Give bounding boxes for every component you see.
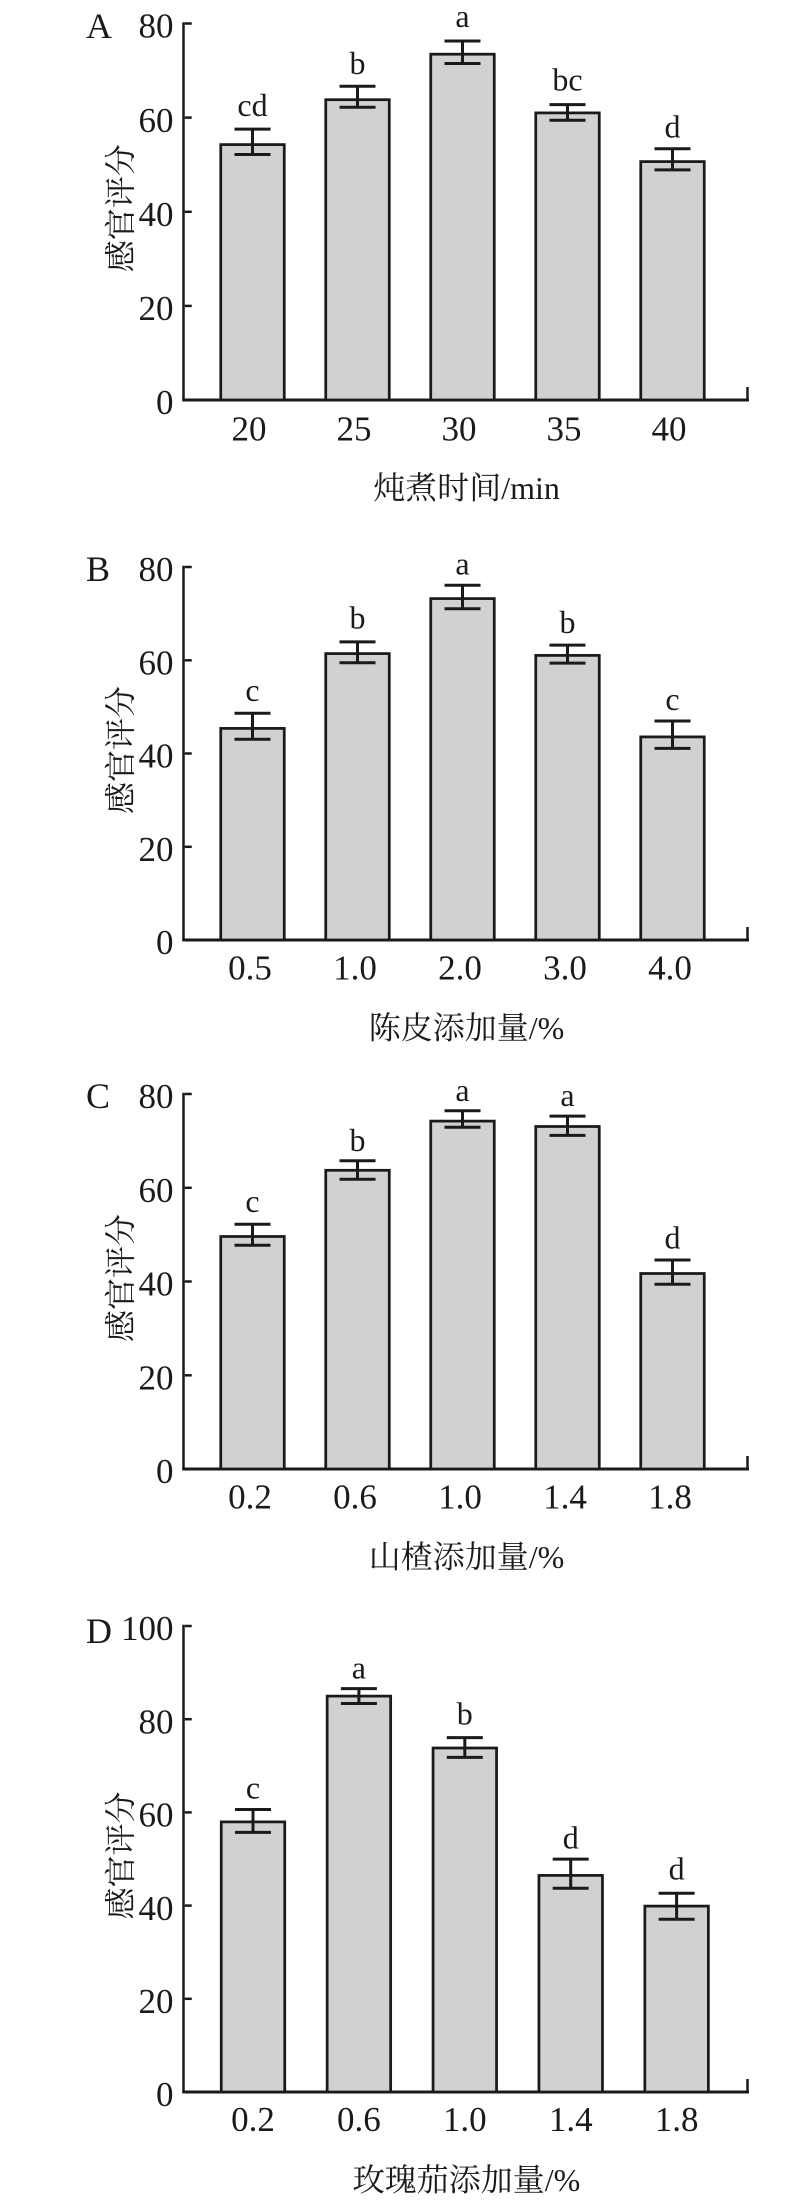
svg-text:b: b (350, 1122, 366, 1158)
svg-text:0.2: 0.2 (228, 1478, 272, 1517)
svg-text:30: 30 (442, 410, 477, 449)
svg-text:a: a (455, 0, 469, 34)
svg-text:d: d (665, 109, 681, 145)
svg-text:0: 0 (156, 2075, 174, 2114)
svg-text:/min: /min (501, 470, 560, 506)
svg-text:20: 20 (232, 410, 267, 449)
svg-text:0: 0 (156, 1452, 174, 1491)
svg-text:0.6: 0.6 (333, 1478, 377, 1517)
svg-text:C: C (86, 1076, 110, 1116)
svg-text:a: a (455, 546, 469, 582)
svg-text:1.8: 1.8 (648, 1478, 692, 1517)
svg-text:20: 20 (139, 1359, 174, 1398)
svg-text:b: b (350, 45, 366, 81)
svg-text:25: 25 (337, 410, 372, 449)
svg-text:0: 0 (156, 923, 174, 962)
svg-text:40: 40 (139, 195, 174, 234)
svg-text:cd: cd (237, 87, 267, 123)
svg-text:B: B (86, 549, 110, 589)
svg-text:d: d (563, 1820, 579, 1856)
svg-text:b: b (457, 1695, 473, 1731)
svg-text:D: D (86, 1611, 112, 1651)
svg-text:40: 40 (652, 410, 687, 449)
svg-text:80: 80 (139, 7, 174, 46)
svg-text:35: 35 (547, 410, 582, 449)
svg-text:0.5: 0.5 (228, 949, 272, 988)
svg-text:1.4: 1.4 (543, 1478, 587, 1517)
svg-text:d: d (665, 1220, 681, 1256)
svg-text:a: a (352, 1650, 366, 1686)
svg-text:c: c (245, 672, 259, 708)
svg-text:60: 60 (139, 101, 174, 140)
svg-text:40: 40 (139, 1265, 174, 1304)
svg-text:3.0: 3.0 (543, 949, 587, 988)
svg-text:4.0: 4.0 (648, 949, 692, 988)
svg-text:0.2: 0.2 (231, 2100, 275, 2139)
svg-text:40: 40 (139, 1889, 174, 1928)
svg-text:/%: /% (529, 1539, 565, 1575)
svg-text:A: A (86, 6, 112, 46)
svg-text:b: b (560, 604, 576, 640)
svg-text:2.0: 2.0 (438, 949, 482, 988)
svg-text:1.8: 1.8 (655, 2100, 699, 2139)
svg-text:20: 20 (139, 1982, 174, 2021)
svg-text:1.0: 1.0 (438, 1478, 482, 1517)
svg-text:a: a (560, 1077, 574, 1113)
svg-text:c: c (665, 681, 679, 717)
svg-text:d: d (669, 1850, 685, 1886)
svg-text:0.6: 0.6 (337, 2100, 381, 2139)
svg-text:40: 40 (139, 737, 174, 776)
svg-text:bc: bc (552, 61, 582, 97)
svg-text:b: b (350, 600, 366, 636)
svg-text:80: 80 (139, 550, 174, 589)
svg-text:60: 60 (139, 1796, 174, 1835)
svg-text:/%: /% (545, 2162, 581, 2198)
svg-text:1.0: 1.0 (333, 949, 377, 988)
svg-text:20: 20 (139, 830, 174, 869)
svg-text:60: 60 (139, 1171, 174, 1210)
svg-text:1.0: 1.0 (443, 2100, 487, 2139)
svg-text:a: a (455, 1072, 469, 1108)
svg-text:80: 80 (139, 1702, 174, 1741)
svg-text:0: 0 (156, 383, 174, 422)
svg-text:1.4: 1.4 (549, 2100, 593, 2139)
svg-text:60: 60 (139, 644, 174, 683)
svg-text:80: 80 (139, 1077, 174, 1116)
svg-text:c: c (245, 1183, 259, 1219)
svg-text:c: c (246, 1770, 260, 1806)
svg-text:20: 20 (139, 289, 174, 328)
svg-text:100: 100 (121, 1609, 174, 1648)
svg-text:/%: /% (529, 1010, 565, 1046)
